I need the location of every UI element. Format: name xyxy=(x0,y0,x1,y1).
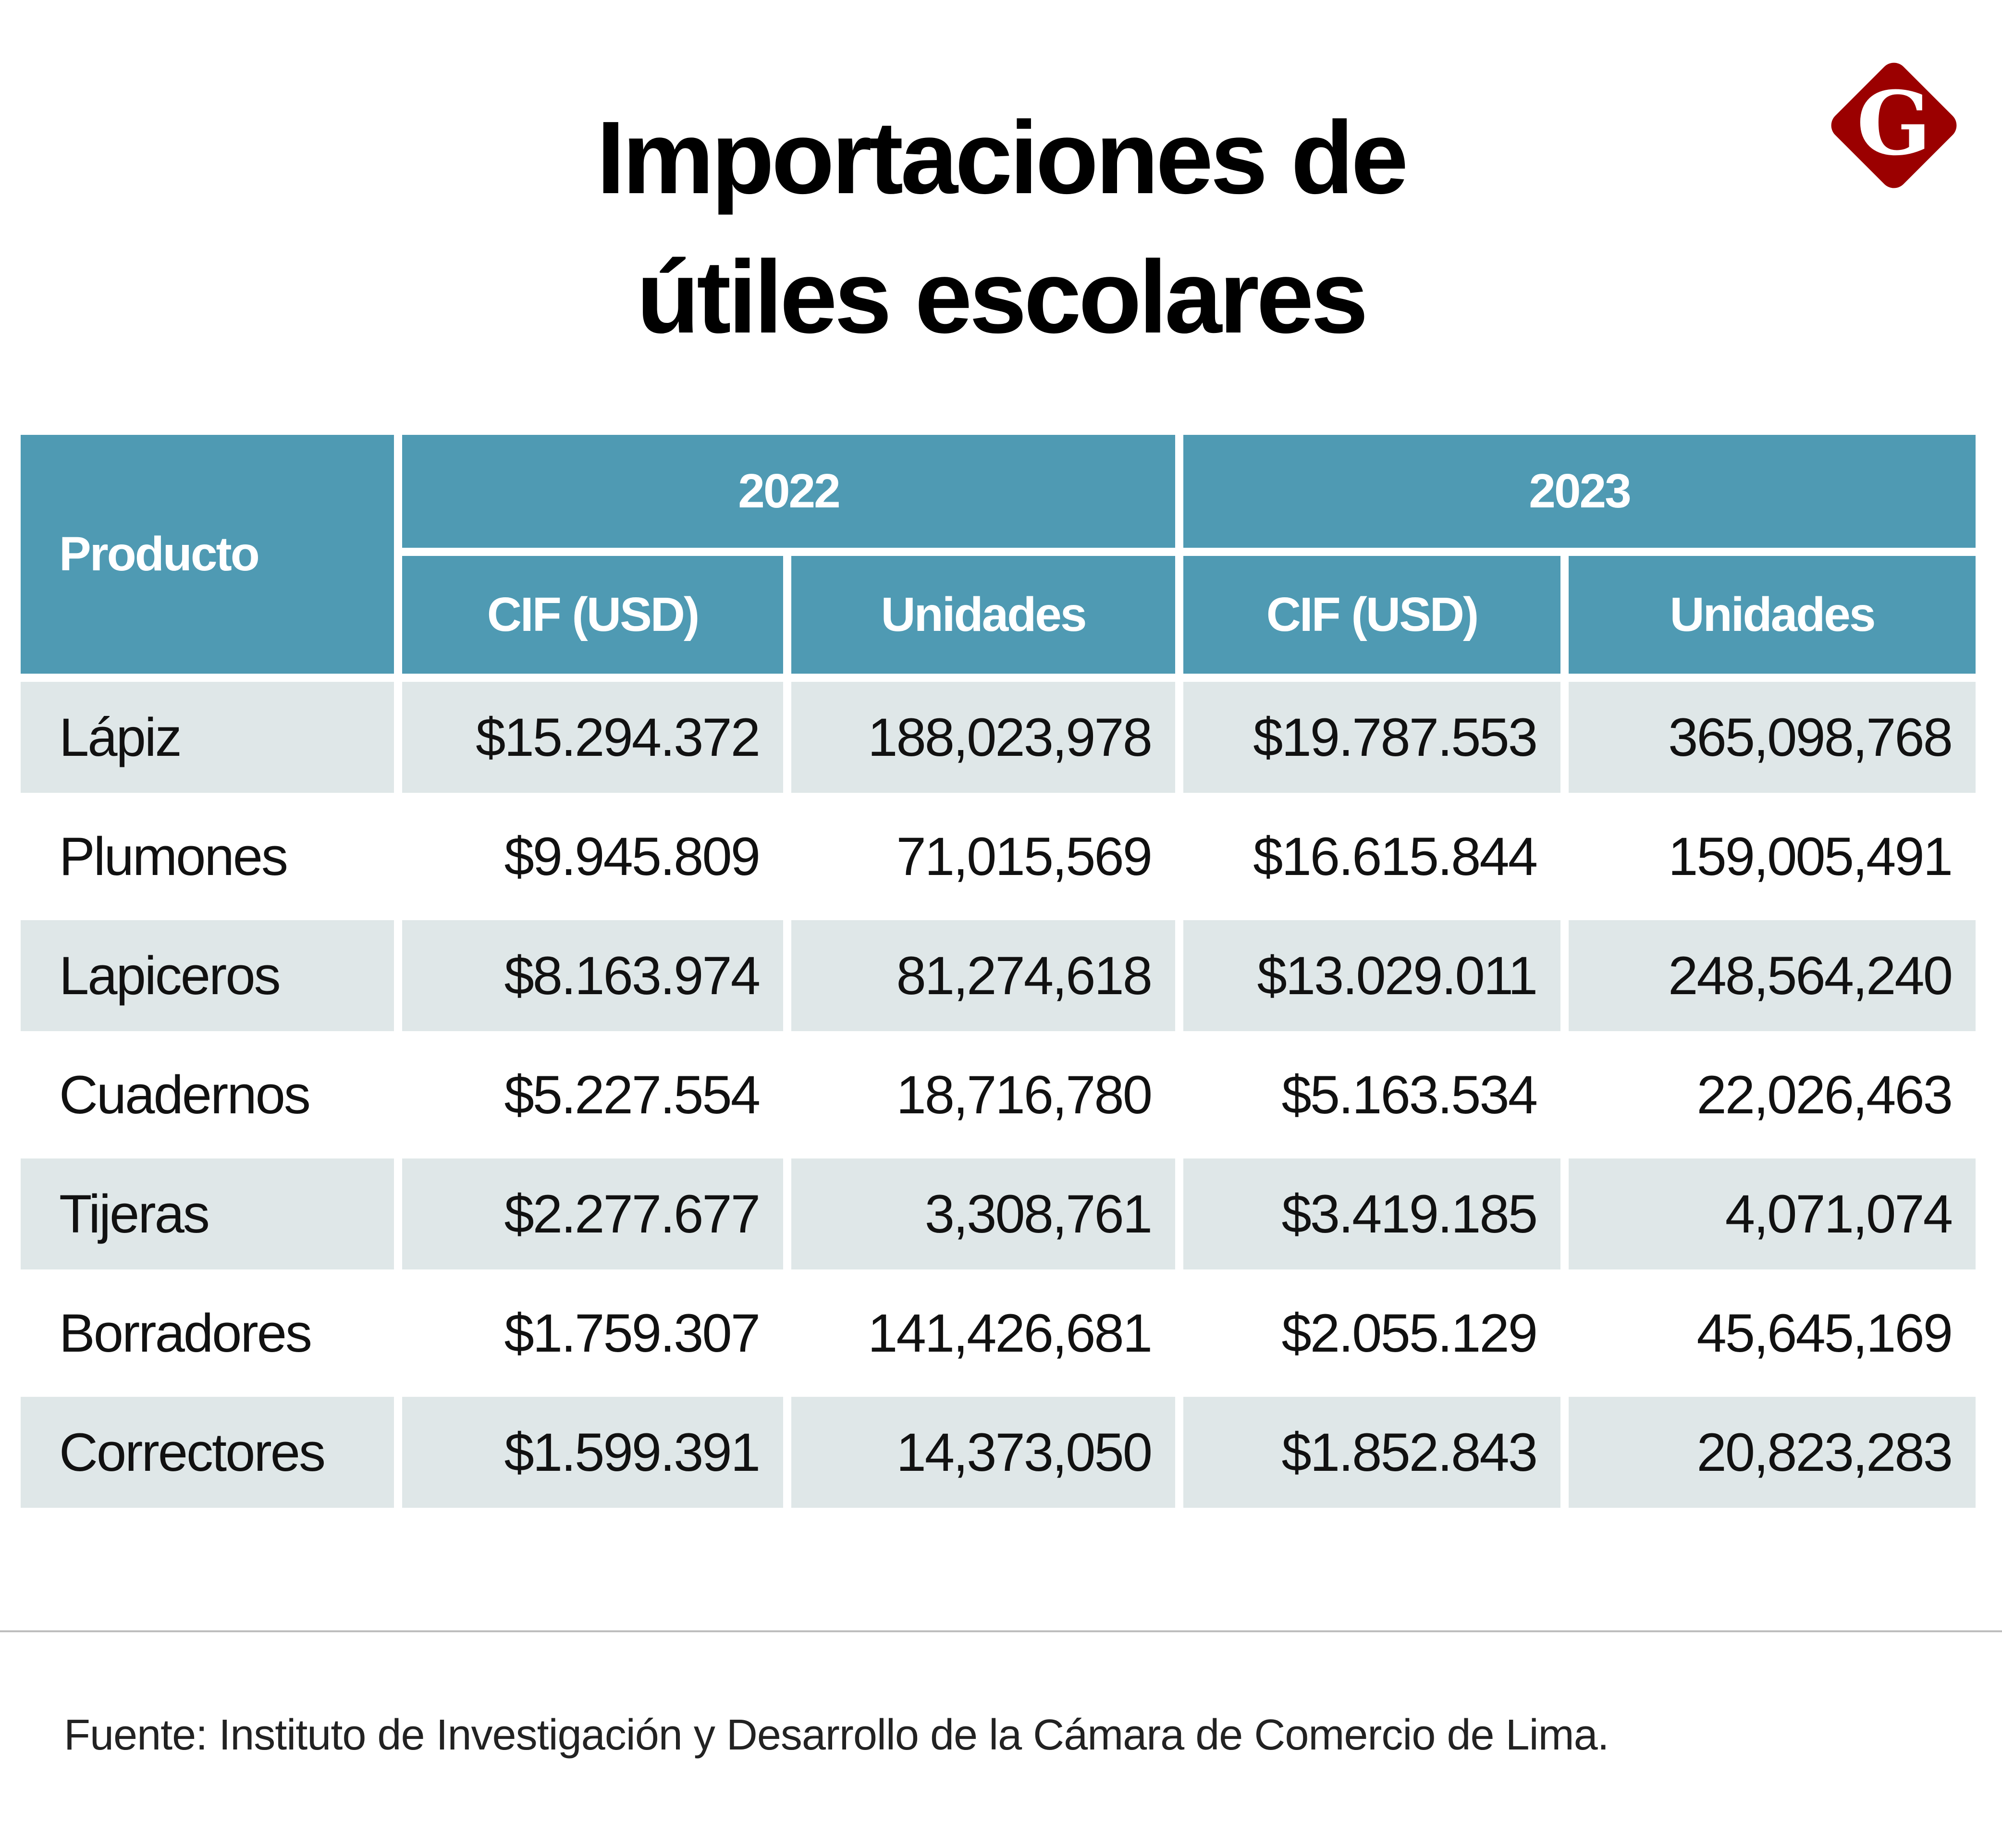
cif-2023-cell: $2.055.129 xyxy=(1281,1303,1538,1363)
units-2023-cell: 248,564,240 xyxy=(1569,920,1976,1031)
product-cell: Tijeras xyxy=(21,1158,394,1269)
units-2022-cell: 3,308,761 xyxy=(791,1158,1175,1269)
divider xyxy=(0,1630,2002,1632)
product-cell: Plumones xyxy=(59,826,288,887)
product-cell: Lapiceros xyxy=(21,920,394,1031)
cif-2023-cell: $19.787.553 xyxy=(1183,682,1560,793)
cif-2022-cell: $1.759.307 xyxy=(504,1303,761,1363)
units-2023-cell: 45,645,169 xyxy=(1696,1303,1953,1363)
cif-2022-cell: $9.945.809 xyxy=(504,826,761,887)
cif-2023-cell: $16.615.844 xyxy=(1253,826,1538,887)
cif-2023-cell: $1.852.843 xyxy=(1183,1397,1560,1508)
product-cell: Lápiz xyxy=(21,682,394,793)
cif-2022-cell: $2.277.677 xyxy=(402,1158,783,1269)
cif-2023-cell: $5.163.534 xyxy=(1281,1065,1538,1125)
cif-2022-cell: $8.163.974 xyxy=(402,920,783,1031)
title-line-2: útiles escolares xyxy=(636,239,1368,355)
header-units-2022: Unidades xyxy=(791,556,1175,674)
units-2023-cell: 159,005,491 xyxy=(1668,826,1953,887)
cif-2022-cell: $15.294.372 xyxy=(402,682,783,793)
svg-text:G: G xyxy=(1856,72,1931,175)
title-line-1: Importaciones de xyxy=(596,99,1408,215)
cif-2023-cell: $3.419.185 xyxy=(1183,1158,1560,1269)
units-2022-cell: 18,716,780 xyxy=(896,1065,1153,1125)
units-2023-cell: 365,098,768 xyxy=(1569,682,1976,793)
units-2023-cell: 22,026,463 xyxy=(1696,1065,1953,1125)
units-2022-cell: 71,015,569 xyxy=(896,826,1153,887)
g-diamond-logo-icon: G xyxy=(1831,62,1957,188)
header-product: Producto xyxy=(21,435,394,674)
cif-2022-cell: $1.599.391 xyxy=(402,1397,783,1508)
cif-2022-cell: $5.227.554 xyxy=(504,1065,761,1125)
units-2022-cell: 188,023,978 xyxy=(791,682,1175,793)
units-2022-cell: 81,274,618 xyxy=(791,920,1175,1031)
units-2022-cell: 141,426,681 xyxy=(868,1303,1153,1363)
header-units-2023: Unidades xyxy=(1569,556,1976,674)
cif-2023-cell: $13.029.011 xyxy=(1183,920,1560,1031)
units-2023-cell: 4,071,074 xyxy=(1569,1158,1976,1269)
product-cell: Correctores xyxy=(21,1397,394,1508)
imports-table: Producto 2022 2023 CIF (USD) Unidades CI… xyxy=(21,435,1976,1508)
units-2022-cell: 14,373,050 xyxy=(791,1397,1175,1508)
product-cell: Cuadernos xyxy=(59,1065,311,1125)
header-cif-2023: CIF (USD) xyxy=(1183,556,1560,674)
header-year-2022: 2022 xyxy=(402,435,1175,548)
header-cif-2022: CIF (USD) xyxy=(402,556,783,674)
source-note: Fuente: Instituto de Investigación y Des… xyxy=(64,1711,1609,1759)
units-2023-cell: 20,823,283 xyxy=(1569,1397,1976,1508)
product-cell: Borradores xyxy=(59,1303,312,1363)
header-year-2023: 2023 xyxy=(1183,435,1976,548)
